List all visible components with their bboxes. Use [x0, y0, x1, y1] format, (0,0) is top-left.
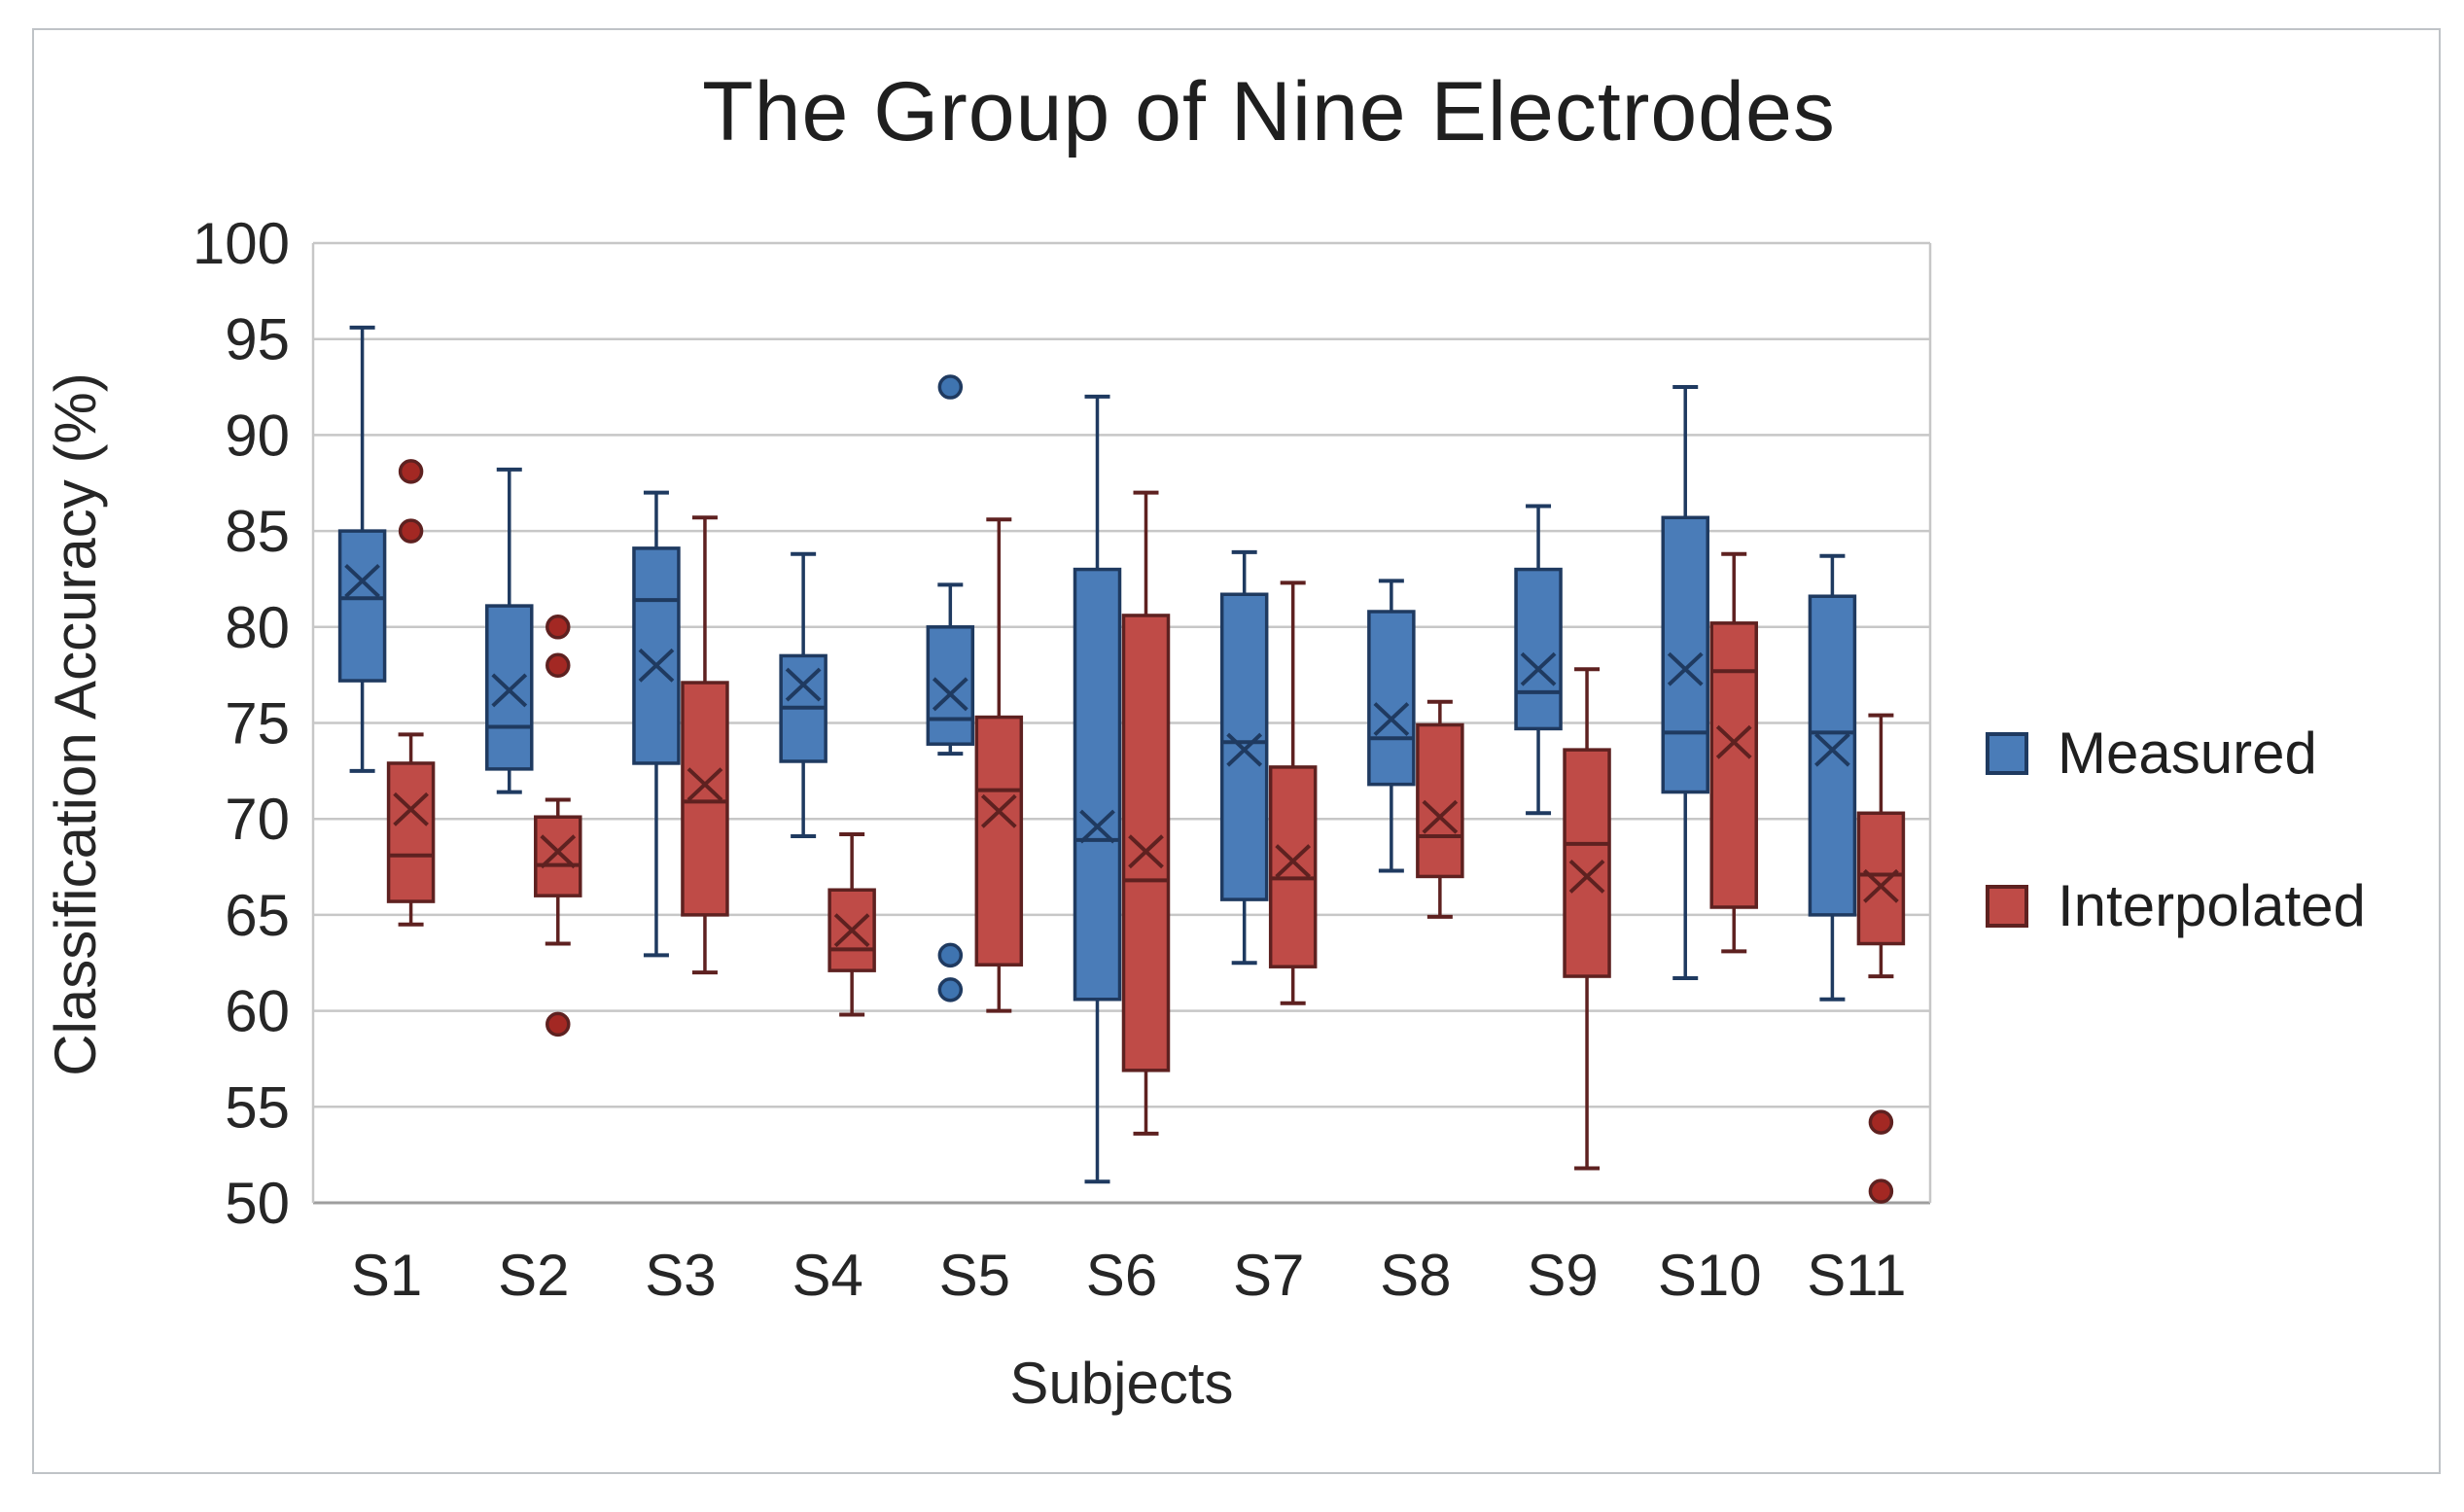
y-tick-label: 100: [193, 211, 290, 276]
y-tick-label: 90: [225, 403, 290, 468]
outlier-dot-interpolated-S11: [1868, 1178, 1894, 1204]
mean-marker-measured-S11: [1814, 732, 1850, 767]
mean-marker-interpolated-S1: [393, 791, 429, 826]
mean-marker-interpolated-S7: [1275, 844, 1312, 879]
box-interpolated-S11: [1856, 811, 1906, 946]
y-tick-label: 65: [225, 883, 290, 948]
box-interpolated-S7: [1268, 765, 1318, 968]
x-tick-label: S7: [1233, 1243, 1304, 1308]
box-interpolated-S1: [386, 761, 436, 903]
outlier-dot-measured-S5: [937, 942, 964, 968]
x-tick-label: S3: [645, 1243, 716, 1308]
box-measured-S2: [485, 604, 534, 771]
mean-marker-measured-S1: [344, 563, 380, 598]
y-tick-label: 70: [225, 787, 290, 852]
chart-title: The Group of Nine Electrodes: [702, 65, 1836, 158]
box-measured-S7: [1219, 592, 1269, 901]
y-axis-title: Classification Accuracy (%): [43, 372, 108, 1076]
box-measured-S5: [926, 625, 975, 746]
legend-item-measured: Measured: [1986, 720, 2366, 787]
mean-marker-interpolated-S9: [1568, 859, 1605, 894]
x-tick-label: S11: [1807, 1243, 1906, 1308]
legend: Measured Interpolated: [1986, 720, 2366, 939]
mean-marker-interpolated-S4: [833, 913, 870, 948]
box-measured-S9: [1514, 567, 1563, 731]
x-axis-title: Subjects: [1009, 1351, 1234, 1416]
mean-marker-interpolated-S6: [1128, 834, 1164, 869]
box-interpolated-S6: [1121, 614, 1171, 1072]
mean-marker-measured-S10: [1667, 651, 1704, 686]
mean-marker-interpolated-S3: [686, 767, 723, 802]
box-measured-S6: [1073, 567, 1122, 1002]
box-interpolated-S2: [534, 815, 582, 897]
legend-label-interpolated: Interpolated: [2058, 873, 2366, 938]
outlier-dot-measured-S5: [937, 977, 964, 1002]
box-measured-S3: [632, 546, 681, 765]
box-measured-S1: [337, 529, 387, 683]
mean-marker-measured-S2: [491, 673, 528, 708]
x-tick-label: S8: [1380, 1243, 1451, 1308]
y-tick-label: 60: [225, 979, 290, 1044]
mean-marker-interpolated-S10: [1715, 724, 1752, 759]
mean-marker-measured-S8: [1373, 702, 1410, 737]
legend-swatch-measured: [1986, 731, 2028, 775]
mean-marker-measured-S3: [638, 648, 675, 683]
mean-marker-interpolated-S11: [1863, 868, 1899, 903]
x-tick-label: S9: [1527, 1243, 1598, 1308]
outlier-dot-interpolated-S2: [546, 615, 571, 640]
mean-marker-interpolated-S5: [980, 793, 1017, 828]
x-tick-label: S5: [939, 1243, 1010, 1308]
mean-marker-measured-S4: [785, 667, 822, 702]
y-tick-label: 55: [225, 1074, 290, 1140]
x-tick-label: S1: [351, 1243, 422, 1308]
box-measured-S11: [1808, 594, 1857, 917]
y-tick-label: 85: [225, 499, 290, 564]
outlier-dot-interpolated-S11: [1868, 1109, 1894, 1135]
legend-swatch-interpolated: [1986, 884, 2028, 928]
mean-marker-measured-S5: [932, 677, 968, 712]
mean-marker-measured-S6: [1079, 809, 1115, 844]
x-tick-label: S4: [792, 1243, 862, 1308]
mean-marker-interpolated-S8: [1422, 799, 1459, 834]
x-tick-label: S2: [498, 1243, 569, 1308]
mean-marker-measured-S9: [1520, 651, 1557, 686]
x-tick-label: S6: [1086, 1243, 1157, 1308]
y-tick-label: 95: [225, 307, 290, 372]
legend-label-measured: Measured: [2058, 721, 2317, 786]
y-tick-label: 80: [225, 595, 290, 660]
outlier-dot-interpolated-S1: [398, 518, 424, 544]
outlier-dot-interpolated-S2: [546, 652, 571, 679]
outlier-dot-measured-S5: [937, 374, 964, 400]
box-interpolated-S5: [974, 715, 1024, 967]
box-measured-S8: [1367, 610, 1416, 787]
mean-marker-measured-S7: [1226, 732, 1263, 767]
box-interpolated-S10: [1709, 621, 1758, 909]
y-tick-label: 75: [225, 691, 290, 756]
y-tick-label: 50: [225, 1171, 290, 1236]
outlier-dot-interpolated-S2: [546, 1011, 571, 1037]
x-tick-label: S10: [1658, 1243, 1762, 1308]
legend-item-interpolated: Interpolated: [1986, 872, 2366, 939]
mean-marker-interpolated-S2: [540, 834, 577, 869]
outlier-dot-interpolated-S1: [398, 459, 424, 484]
